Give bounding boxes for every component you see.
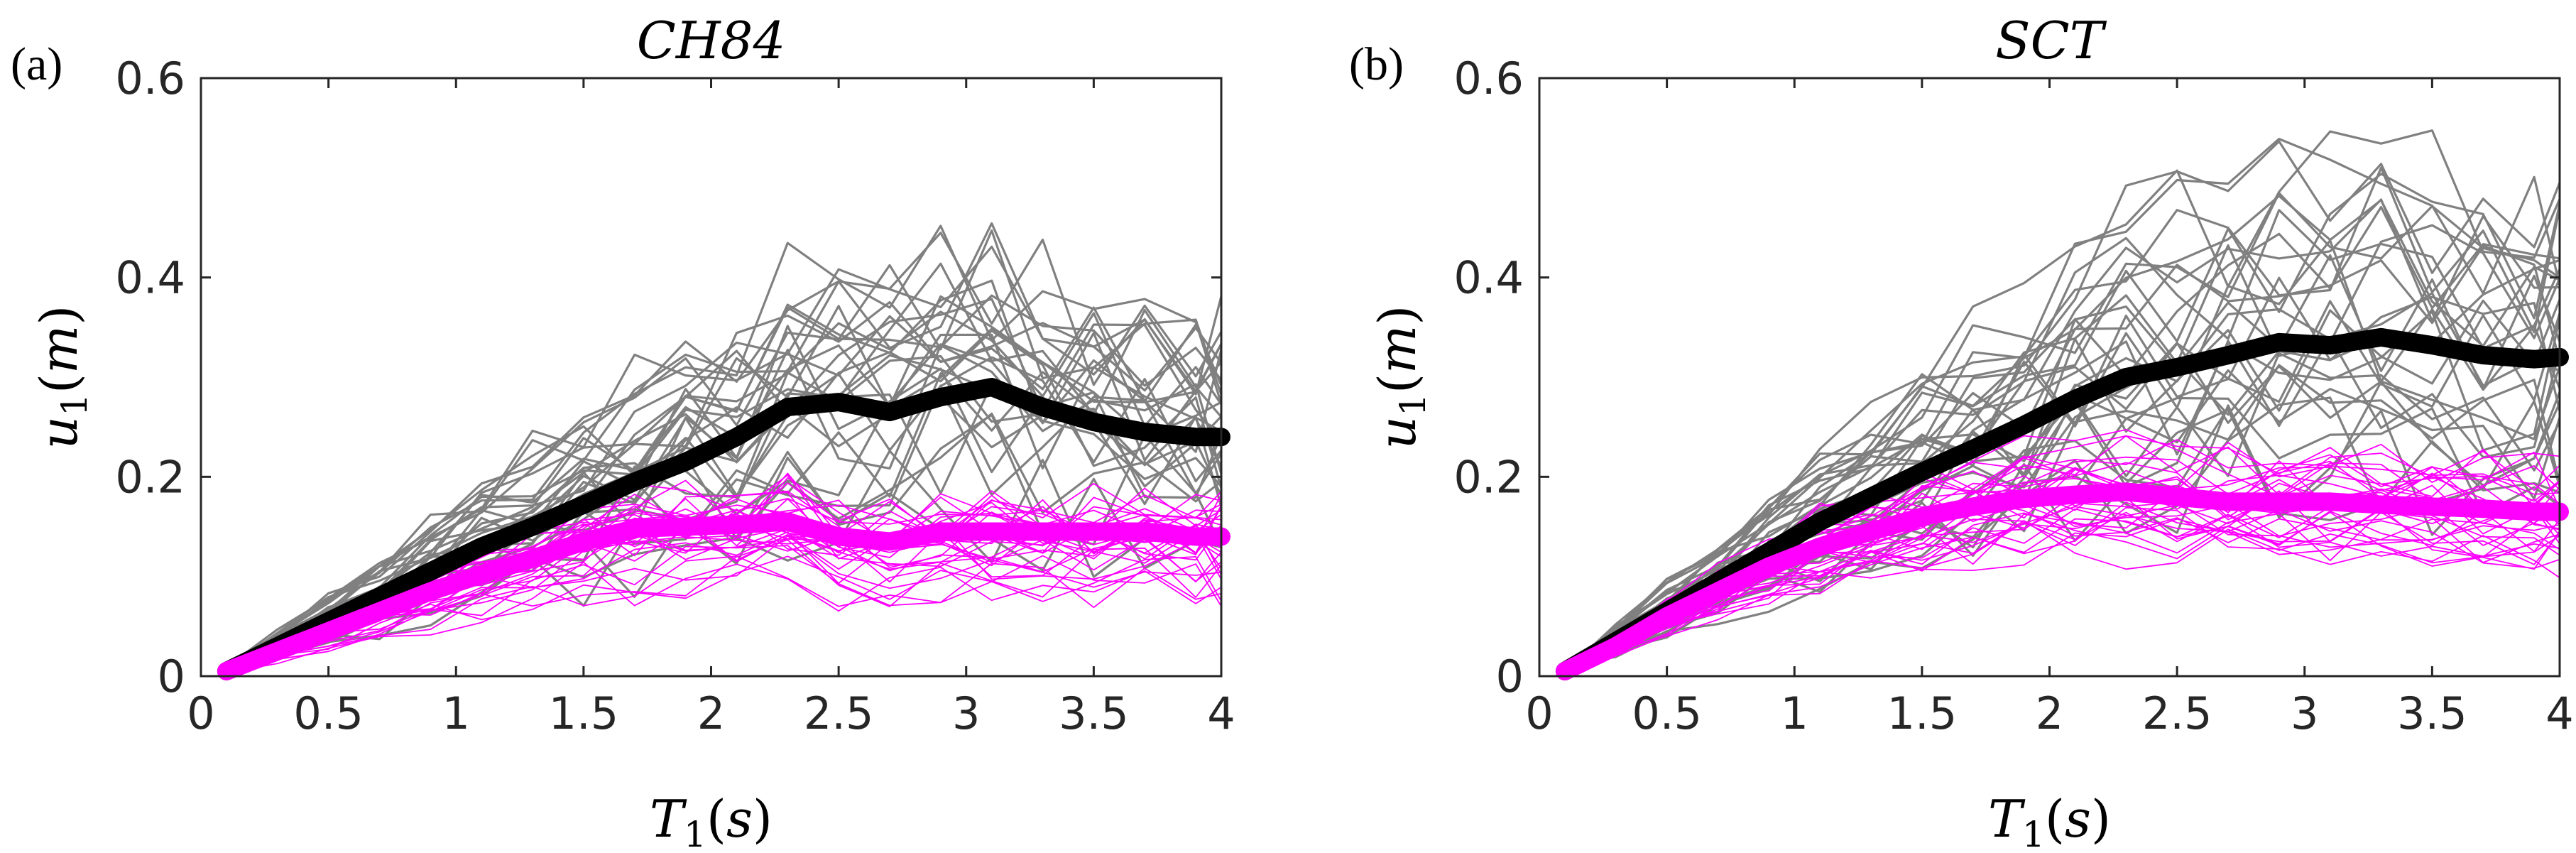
- x-tick-label: 1.5: [1887, 688, 1958, 739]
- record-line-magenta: [1564, 501, 2560, 674]
- record-line-magenta: [226, 539, 1222, 670]
- y-axis-open-paren: (: [1368, 374, 1427, 393]
- record-lines-gray: [225, 222, 1223, 675]
- record-line-gray: [225, 222, 1223, 675]
- panel-label: (a): [11, 38, 62, 90]
- mean-lines: [1555, 327, 2569, 680]
- record-line-magenta: [226, 545, 1222, 671]
- x-tick-label: 2.5: [804, 688, 874, 739]
- y-tick-label: 0: [158, 651, 185, 702]
- x-axis-symbol: T: [1988, 789, 2026, 849]
- mean-lines: [217, 378, 1230, 680]
- x-axis-close-paren: ): [753, 789, 773, 849]
- record-line-gray: [1563, 173, 2561, 675]
- y-axis-symbol: u: [1368, 416, 1427, 449]
- x-axis-label: T1(s): [1988, 789, 2111, 853]
- y-axis-open-paren: (: [29, 374, 89, 393]
- x-tick-label: 0.5: [1632, 688, 1702, 739]
- x-tick-label: 4: [2545, 688, 2573, 739]
- x-axis-open-paren: (: [2045, 789, 2065, 849]
- mean-line-magenta: [1555, 482, 2569, 680]
- y-axis-subscript: 1: [1392, 393, 1434, 416]
- record-line-gray: [1563, 138, 2561, 670]
- panel-label: (b): [1349, 38, 1404, 90]
- chart-title: CH84: [637, 11, 786, 70]
- x-axis-subscript: 1: [684, 814, 706, 853]
- y-axis-close-paren: ): [29, 305, 89, 325]
- y-axis-unit: m: [29, 325, 89, 374]
- x-tick-label: 2: [2036, 688, 2063, 739]
- x-tick-label: 2: [697, 688, 725, 739]
- y-tick-label: 0.6: [115, 53, 185, 104]
- y-ticks: 0 0.2 0.4 0.6: [1453, 53, 2560, 702]
- y-axis-symbol: u: [29, 416, 89, 449]
- x-axis-label: T1(s): [650, 789, 773, 853]
- y-tick-label: 0.4: [115, 252, 185, 304]
- record-line-magenta: [1564, 506, 2560, 669]
- panel-ch84: 0 0.5 1 1.5 2 2.5 3 3.5 4 00.20.40.6 (a) CH84 T1…: [11, 11, 1235, 853]
- mean-line-magenta: [217, 512, 1230, 680]
- x-axis-unit: s: [726, 789, 753, 849]
- panel-sct: 0 0.5 1 1.5 2 2.5 3 3.5 4 00.20.40.6 (b) SCT T1(…: [1349, 11, 2574, 853]
- record-line-magenta: [1564, 439, 2560, 670]
- mean-line-black: [1555, 327, 2569, 680]
- y-tick-label: 0.4: [1453, 252, 1524, 304]
- record-line-gray: [225, 300, 1223, 670]
- x-axis-open-paren: (: [706, 789, 726, 849]
- x-tick-label: 1: [1781, 688, 1808, 739]
- x-axis-close-paren: ): [2091, 789, 2111, 849]
- x-tick-label: 0: [1525, 688, 1553, 739]
- x-tick-label: 3.5: [1059, 688, 1129, 739]
- x-ticks: 0 0.5 1 1.5 2 2.5 3 3.5 4: [187, 78, 1235, 739]
- x-tick-label: 3: [2291, 688, 2318, 739]
- record-line-gray: [226, 229, 1223, 668]
- y-tick-label: 0.2: [1453, 451, 1524, 503]
- x-ticks: 0 0.5 1 1.5 2 2.5 3 3.5 4: [1525, 78, 2574, 739]
- x-tick-label: 1.5: [549, 688, 619, 739]
- chart-title: SCT: [1995, 11, 2107, 70]
- mean-line-black: [217, 378, 1230, 680]
- x-tick-label: 0.5: [293, 688, 364, 739]
- x-tick-label: 3: [952, 688, 980, 739]
- y-tick-label: 0.6: [1453, 53, 1524, 104]
- y-axis-label: u1(m): [29, 305, 95, 450]
- record-line-gray: [1564, 396, 2561, 666]
- record-line-gray: [226, 298, 1223, 670]
- x-axis-symbol: T: [650, 789, 687, 849]
- x-tick-label: 0: [187, 688, 214, 739]
- record-line-magenta: [1564, 510, 2560, 668]
- y-axis-unit: m: [1368, 325, 1427, 374]
- x-tick-label: 2.5: [2142, 688, 2212, 739]
- y-axis-label: u1(m): [1368, 305, 1434, 450]
- y-axis-close-paren: ): [1368, 305, 1427, 325]
- x-tick-label: 1: [442, 688, 470, 739]
- record-line-gray: [226, 310, 1223, 675]
- record-line-magenta: [1564, 506, 2560, 673]
- record-line-gray: [1563, 244, 2561, 673]
- x-tick-label: 4: [1207, 688, 1235, 739]
- x-axis-subscript: 1: [2022, 814, 2045, 853]
- record-line-magenta: [226, 555, 1222, 673]
- y-tick-label: 0.2: [115, 451, 185, 503]
- x-axis-unit: s: [2065, 789, 2091, 849]
- y-ticks: 0 0.2 0.4 0.6: [115, 53, 1221, 702]
- y-tick-label: 0: [1496, 651, 1524, 702]
- x-tick-label: 3.5: [2397, 688, 2467, 739]
- record-line-gray: [226, 306, 1223, 668]
- y-axis-subscript: 1: [54, 393, 95, 416]
- record-line-magenta: [1564, 520, 2560, 668]
- record-line-gray: [1563, 205, 2560, 668]
